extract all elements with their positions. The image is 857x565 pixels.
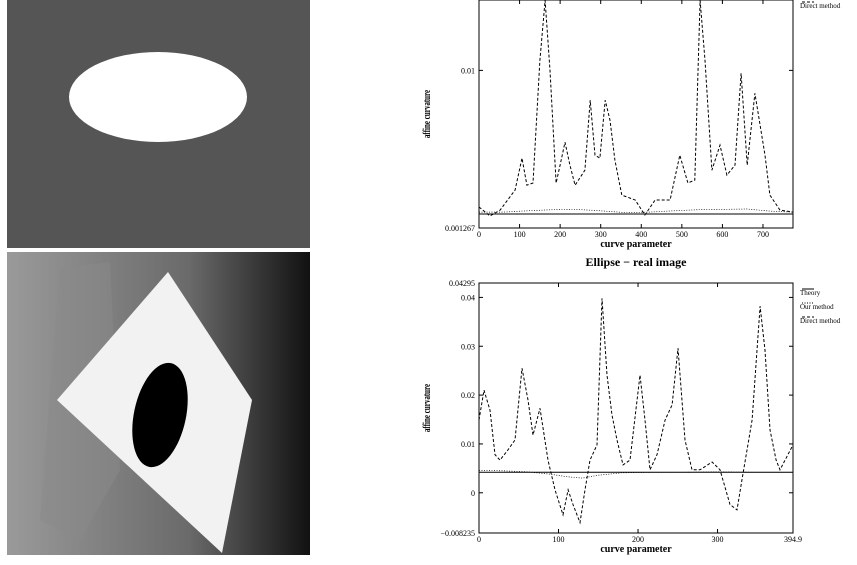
- chart-title: Ellipse − real image: [586, 255, 688, 269]
- synthetic-image: [7, 0, 310, 248]
- y-tick-label: 0.01: [461, 440, 475, 449]
- legend-label: Direct method: [800, 317, 841, 325]
- x-tick-label: 300: [595, 230, 607, 239]
- x-tick-label: 100: [514, 230, 526, 239]
- figure: 0.001267 0.01 0 100 200 300 400 500 600 700 curve …: [0, 0, 857, 560]
- x-tick-label: 394.9: [784, 535, 802, 544]
- x-tick-label: 100: [553, 535, 565, 544]
- series-line: [479, 209, 793, 213]
- real-image: [7, 252, 310, 555]
- y-tick-label: 0.04: [461, 293, 475, 302]
- x-tick-label: 0: [477, 535, 481, 544]
- x-tick-label: 400: [635, 230, 647, 239]
- x-tick-label: 200: [554, 230, 566, 239]
- x-tick-label: 600: [716, 230, 728, 239]
- y-axis-label: affine curvature: [421, 90, 433, 138]
- series-line: [479, 298, 793, 522]
- x-axis-label: curve parameter: [600, 239, 672, 250]
- y-tick-label: 0.02: [461, 391, 475, 400]
- y-tick-label: 0.04295: [449, 279, 475, 288]
- legend-label: Theory: [800, 289, 821, 297]
- legend-label: Direct method: [800, 2, 841, 10]
- x-tick-label: 700: [757, 230, 769, 239]
- series-line: [479, 470, 793, 478]
- x-tick-label: 0: [477, 230, 481, 239]
- ellipse: [69, 52, 247, 142]
- legend-label: Our method: [800, 303, 834, 311]
- y-tick-label: 0.01: [461, 66, 475, 75]
- x-tick-label: 500: [676, 230, 688, 239]
- x-tick-label: 200: [632, 535, 644, 544]
- y-tick-label: −0.008235: [440, 529, 475, 538]
- y-axis-label: affine curvature: [421, 384, 433, 432]
- plot-frame: [479, 0, 793, 228]
- x-axis-label: curve parameter: [600, 544, 672, 555]
- y-tick-label: 0: [471, 489, 475, 498]
- y-tick-label: 0.001267: [445, 224, 475, 233]
- x-tick-label: 300: [712, 535, 724, 544]
- y-tick-label: 0.03: [461, 342, 475, 351]
- series-line: [479, 0, 793, 216]
